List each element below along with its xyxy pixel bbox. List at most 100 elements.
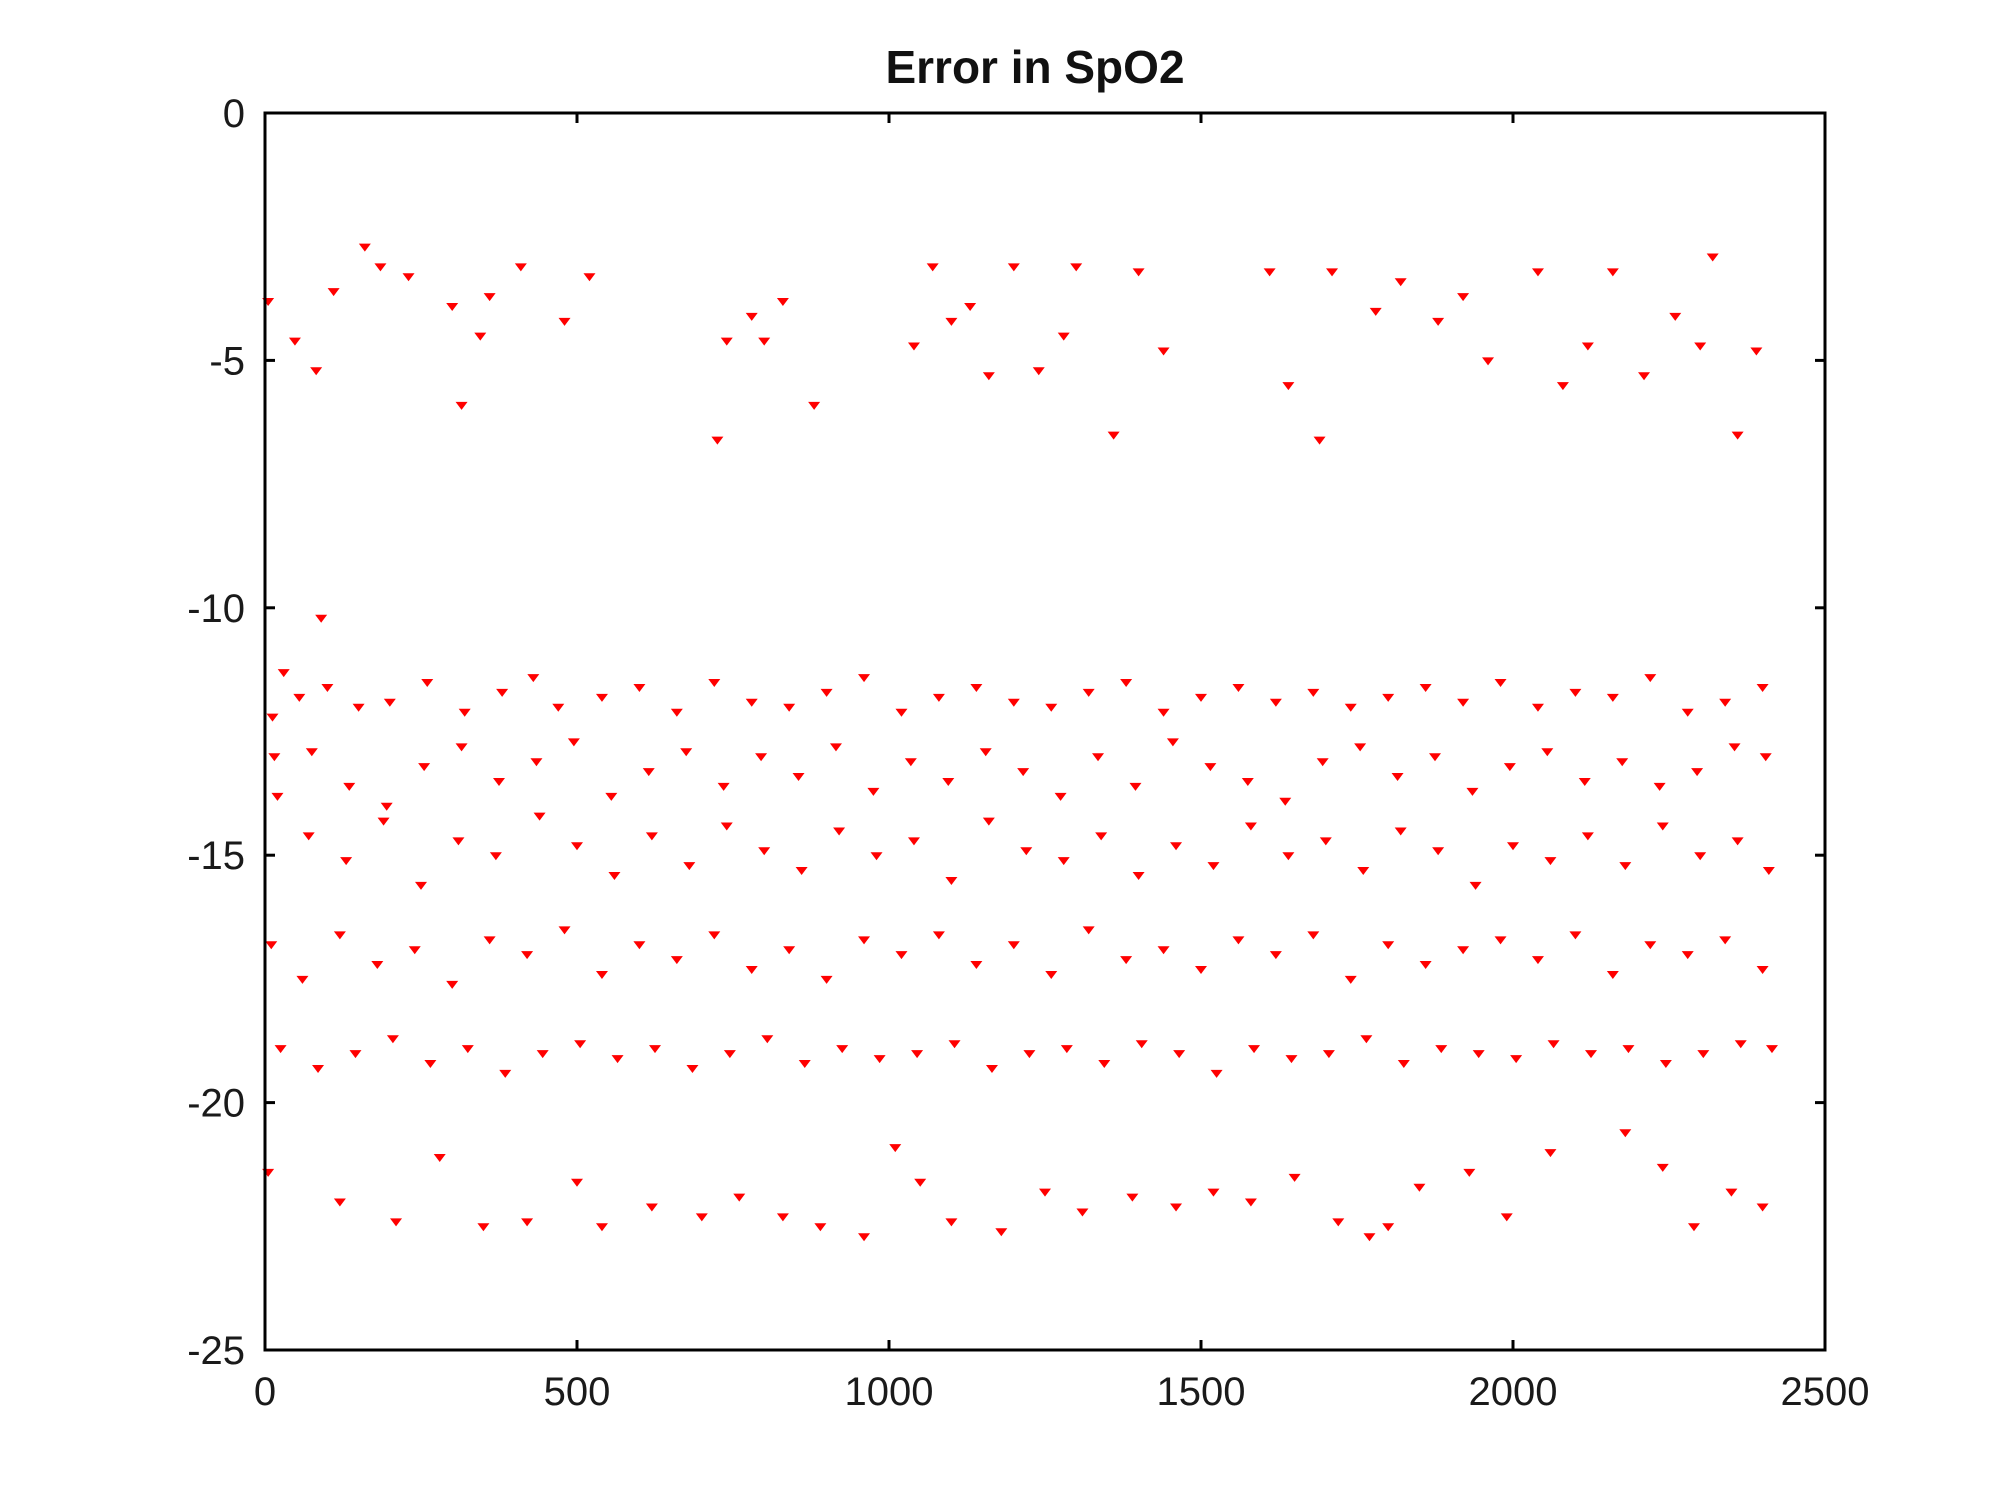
data-point bbox=[1307, 688, 1320, 697]
data-point bbox=[530, 758, 543, 767]
data-point bbox=[858, 674, 871, 683]
data-point bbox=[889, 1144, 902, 1153]
data-point bbox=[1694, 852, 1707, 861]
data-point bbox=[1391, 773, 1404, 782]
data-point bbox=[1547, 1040, 1560, 1049]
data-point bbox=[945, 876, 958, 885]
data-point bbox=[499, 1069, 512, 1078]
data-point bbox=[288, 337, 301, 346]
data-point bbox=[1363, 1233, 1376, 1242]
data-point bbox=[723, 1050, 736, 1059]
data-point bbox=[1382, 693, 1395, 702]
data-point bbox=[1659, 1060, 1672, 1069]
data-point bbox=[1135, 1040, 1148, 1049]
data-point bbox=[415, 881, 427, 890]
data-point bbox=[907, 837, 920, 846]
data-point bbox=[870, 852, 883, 861]
data-point bbox=[349, 1050, 362, 1059]
data-point bbox=[1644, 941, 1657, 950]
data-point bbox=[571, 842, 583, 851]
data-point bbox=[783, 946, 796, 955]
data-point bbox=[265, 941, 278, 950]
data-point bbox=[1126, 1193, 1139, 1202]
data-point bbox=[1173, 1050, 1186, 1059]
data-point bbox=[695, 1213, 708, 1222]
data-point bbox=[1569, 688, 1582, 697]
data-point bbox=[783, 703, 796, 712]
data-point bbox=[1279, 797, 1292, 806]
data-point bbox=[1020, 847, 1033, 856]
data-point bbox=[1244, 822, 1257, 831]
data-point bbox=[904, 758, 917, 767]
data-point bbox=[1132, 871, 1145, 880]
axis-ticks bbox=[263, 111, 1827, 1352]
data-point bbox=[711, 436, 724, 445]
data-point bbox=[1419, 683, 1432, 692]
data-point bbox=[1098, 1060, 1111, 1069]
data-point bbox=[985, 1064, 998, 1073]
data-point bbox=[408, 946, 421, 955]
data-point bbox=[461, 1045, 474, 1054]
data-point bbox=[1241, 777, 1254, 786]
data-point bbox=[1619, 862, 1632, 871]
x-tick-label: 2500 bbox=[1781, 1370, 1870, 1414]
data-point bbox=[758, 337, 771, 346]
data-point bbox=[1107, 431, 1120, 440]
data-point bbox=[1616, 758, 1629, 767]
data-point bbox=[268, 753, 281, 762]
data-point bbox=[552, 703, 565, 712]
data-point bbox=[1556, 382, 1569, 391]
data-point bbox=[583, 273, 596, 282]
data-point bbox=[1697, 1050, 1710, 1059]
data-point bbox=[1653, 782, 1666, 791]
data-point bbox=[446, 302, 459, 311]
data-point bbox=[1070, 263, 1083, 272]
x-tick-label: 2000 bbox=[1469, 1370, 1558, 1414]
data-point bbox=[758, 847, 771, 856]
data-point bbox=[1432, 317, 1445, 326]
data-point bbox=[533, 812, 546, 821]
data-point bbox=[1316, 758, 1329, 767]
data-point bbox=[1606, 268, 1619, 277]
data-point bbox=[1472, 1050, 1485, 1059]
data-point bbox=[1507, 842, 1519, 851]
data-point bbox=[333, 931, 346, 940]
data-point bbox=[1322, 1050, 1335, 1059]
data-point bbox=[277, 669, 290, 678]
data-point bbox=[836, 1045, 849, 1054]
data-point bbox=[1578, 777, 1591, 786]
data-point bbox=[605, 792, 618, 801]
data-point bbox=[455, 401, 468, 410]
data-point bbox=[1060, 1045, 1073, 1054]
data-point bbox=[683, 862, 696, 871]
data-point bbox=[633, 683, 646, 692]
data-point bbox=[595, 1223, 608, 1232]
data-point bbox=[1369, 307, 1382, 316]
data-point bbox=[421, 679, 434, 688]
data-point bbox=[302, 832, 315, 841]
data-point bbox=[1095, 832, 1108, 841]
data-point bbox=[1076, 1208, 1089, 1217]
data-point bbox=[310, 367, 323, 376]
data-point bbox=[982, 372, 995, 381]
data-point bbox=[733, 1193, 746, 1202]
data-point bbox=[761, 1035, 774, 1044]
data-point bbox=[1503, 763, 1516, 772]
data-point bbox=[1394, 278, 1407, 287]
data-point bbox=[1288, 1173, 1301, 1182]
data-point bbox=[1397, 1060, 1410, 1069]
data-point bbox=[1435, 1045, 1448, 1054]
data-point bbox=[795, 867, 808, 876]
data-point bbox=[1204, 763, 1217, 772]
y-tick-label: -20 bbox=[187, 1082, 245, 1126]
data-point bbox=[493, 777, 505, 786]
data-point bbox=[964, 302, 977, 311]
data-point bbox=[315, 614, 328, 623]
data-point bbox=[1057, 332, 1070, 341]
data-point bbox=[1606, 970, 1619, 979]
data-point bbox=[483, 293, 496, 302]
data-point bbox=[1606, 693, 1619, 702]
chart-title: Error in SpO2 bbox=[885, 41, 1184, 93]
data-point bbox=[1332, 1218, 1345, 1227]
data-point bbox=[1207, 1188, 1220, 1197]
